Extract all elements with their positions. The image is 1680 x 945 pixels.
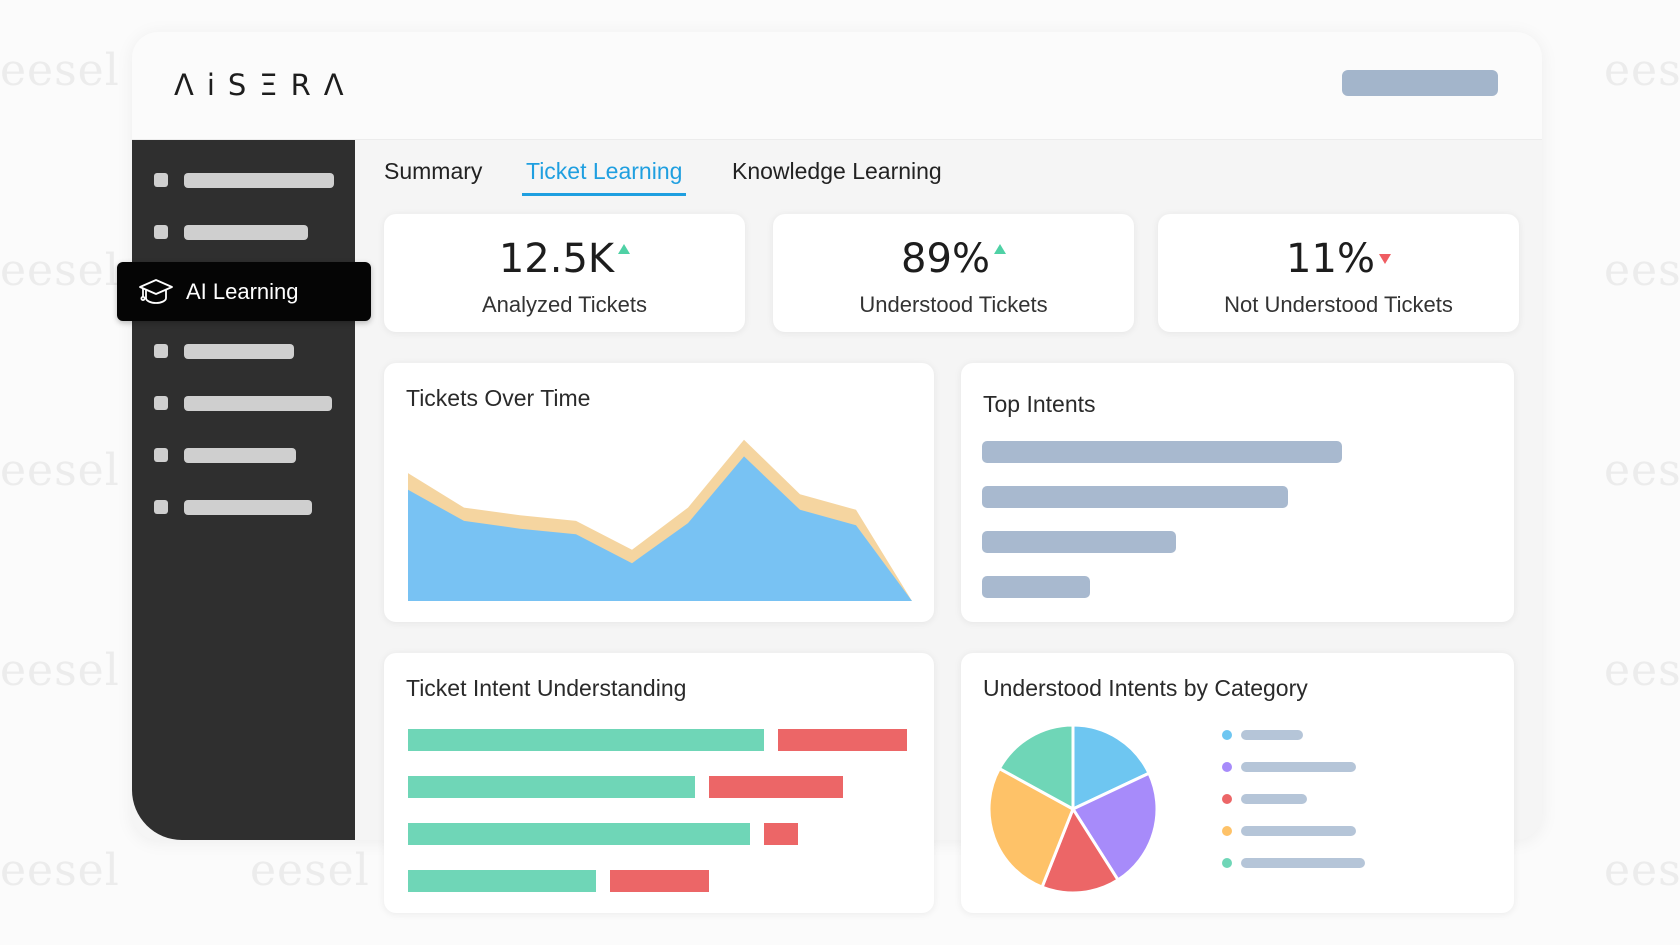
sidebar-item[interactable] <box>154 343 294 359</box>
top-intents-card: Top Intents <box>961 363 1514 622</box>
sidebar-item-placeholder <box>184 499 312 515</box>
sidebar-item-placeholder <box>184 447 296 463</box>
ticket-intent-understanding-card: Ticket Intent Understanding <box>384 653 934 913</box>
sidebar-item-bullet <box>154 396 168 410</box>
pie-slice <box>1040 805 1121 895</box>
top-intent-bar <box>982 531 1177 553</box>
sidebar-item-placeholder <box>184 343 294 359</box>
sidebar-item[interactable] <box>154 395 332 411</box>
pie-slice <box>997 723 1075 812</box>
card-title: Ticket Intent Understanding <box>406 675 687 701</box>
graduation-cap-icon <box>139 278 173 304</box>
stat-label: Not Understood Tickets <box>1224 292 1453 317</box>
legend-label-placeholder <box>1241 762 1356 772</box>
understood-bar <box>408 776 696 798</box>
legend-swatch <box>1222 826 1232 836</box>
tab-knowledge-learning[interactable]: Knowledge Learning <box>732 158 942 184</box>
understood-bar <box>408 823 750 845</box>
not-understood-bar <box>778 729 908 751</box>
legend-swatch <box>1222 730 1232 740</box>
stat-value: 12.5K <box>498 236 615 282</box>
card-title: Top Intents <box>983 391 1096 417</box>
legend-label-placeholder <box>1241 858 1365 868</box>
legend-label-placeholder <box>1241 826 1356 836</box>
pie-slice <box>1071 723 1152 812</box>
pie-slice <box>1070 771 1159 882</box>
sidebar-item[interactable] <box>154 499 312 515</box>
card-title: Tickets Over Time <box>406 385 591 411</box>
sidebar-item-label: AI Learning <box>186 278 299 304</box>
sidebar-item-bullet <box>154 448 168 462</box>
legend-swatch <box>1222 858 1232 868</box>
watermark: eesel <box>1604 845 1680 896</box>
stat-label: Understood Tickets <box>859 292 1048 317</box>
understood-bar <box>408 870 597 892</box>
watermark: eesel <box>0 245 120 296</box>
legend-label-placeholder <box>1241 794 1307 804</box>
understood-by-category-pie <box>987 723 1159 895</box>
sidebar-item[interactable] <box>154 447 296 463</box>
stat-value: 11% <box>1286 236 1375 282</box>
understood-by-category-card: Understood Intents by Category <box>961 653 1514 913</box>
aisera-logo: ΛiSΞRΛ <box>174 68 357 102</box>
not-understood-bar <box>610 870 710 892</box>
watermark: eesel <box>0 645 120 696</box>
top-intent-bar <box>982 486 1288 508</box>
trend-up-icon <box>993 244 1006 254</box>
user-placeholder-button[interactable] <box>1342 70 1498 96</box>
sidebar-item-bullet <box>154 173 168 187</box>
legend-swatch <box>1222 762 1232 772</box>
top-intent-bar <box>982 576 1090 598</box>
card-title: Understood Intents by Category <box>983 675 1308 701</box>
watermark: eesel <box>250 845 370 896</box>
sidebar-item[interactable] <box>154 224 308 240</box>
watermark: eesel <box>1604 45 1680 96</box>
legend-label-placeholder <box>1241 730 1303 740</box>
sidebar-item-bullet <box>154 344 168 358</box>
sidebar-item-ai-learning[interactable]: AI Learning <box>117 262 371 321</box>
trend-up-icon <box>618 244 631 254</box>
stat-value: 89% <box>901 236 990 282</box>
legend-swatch <box>1222 794 1232 804</box>
stat-label: Analyzed Tickets <box>481 292 648 317</box>
tab-summary[interactable]: Summary <box>384 158 483 184</box>
sidebar-item-bullet <box>154 500 168 514</box>
tab-ticket-learning[interactable]: Ticket Learning <box>522 158 687 196</box>
watermark: eesel <box>1604 445 1680 496</box>
sidebar-item-bullet <box>154 225 168 239</box>
top-bar: ΛiSΞRΛ <box>132 32 1542 140</box>
watermark: eesel <box>0 445 120 496</box>
watermark: eesel <box>1604 245 1680 296</box>
not-understood-bar <box>709 776 843 798</box>
sidebar-item-placeholder <box>184 224 308 240</box>
stat-card-not-understood: 11% Not Understood Tickets <box>1158 214 1519 332</box>
not-understood-bar <box>763 823 799 845</box>
stat-card-understood: 89% Understood Tickets <box>773 214 1134 332</box>
sidebar-item-placeholder <box>184 395 332 411</box>
stat-card-analyzed: 12.5K Analyzed Tickets <box>384 214 745 332</box>
watermark: eesel <box>1604 645 1680 696</box>
trend-down-icon <box>1378 254 1391 264</box>
watermark: eesel <box>0 845 120 896</box>
understood-bar <box>408 729 765 751</box>
area-series-lower <box>408 456 912 601</box>
tickets-over-time-card: Tickets Over Time <box>384 363 934 622</box>
watermark: eesel <box>0 45 120 96</box>
sidebar-item[interactable] <box>154 172 334 188</box>
sidebar <box>132 140 355 840</box>
top-intent-bar <box>982 441 1342 463</box>
sidebar-item-placeholder <box>184 172 334 188</box>
tickets-over-time-chart <box>408 439 912 601</box>
